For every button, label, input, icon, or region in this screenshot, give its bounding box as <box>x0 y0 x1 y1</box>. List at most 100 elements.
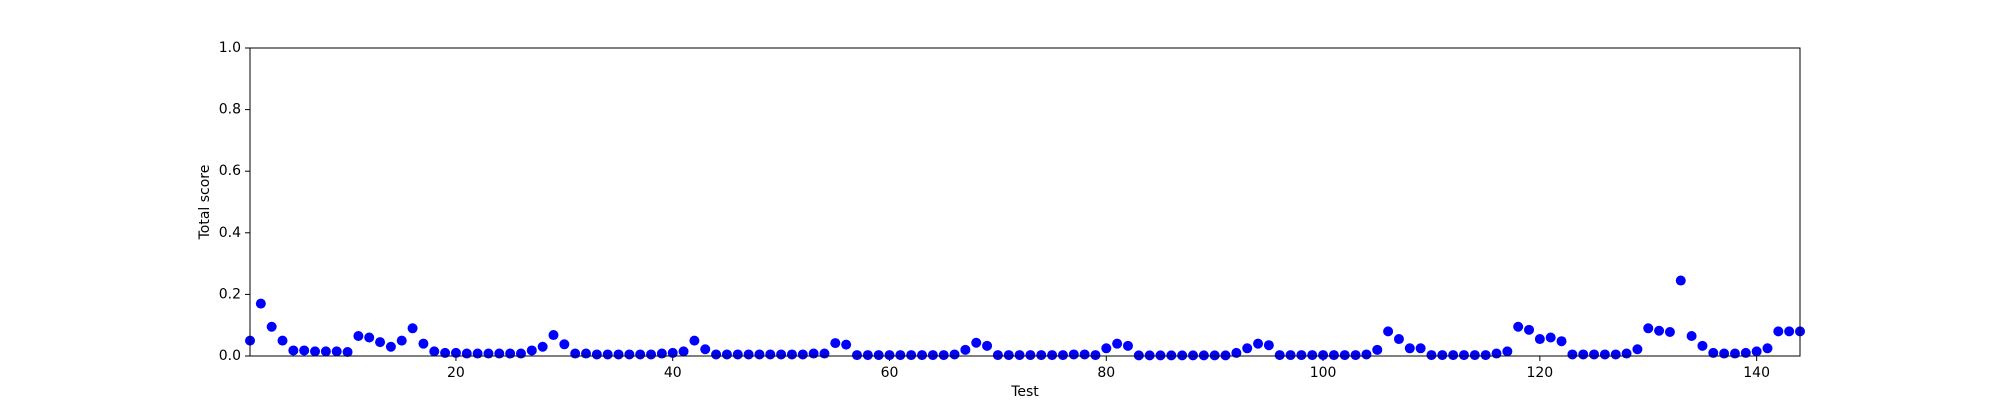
x-tick-label: 100 <box>1310 365 1337 381</box>
point <box>830 338 841 349</box>
point <box>678 346 689 357</box>
point <box>765 349 776 360</box>
point <box>786 349 797 360</box>
point <box>851 350 862 361</box>
point <box>613 349 624 360</box>
point <box>938 350 949 361</box>
point <box>1664 326 1675 337</box>
point <box>862 350 873 361</box>
point <box>1101 343 1112 354</box>
point <box>1448 350 1459 361</box>
x-tick-label: 20 <box>447 365 465 381</box>
point <box>396 335 407 346</box>
point <box>320 346 331 357</box>
point <box>1198 350 1209 361</box>
point <box>656 348 667 359</box>
point <box>1003 350 1014 361</box>
y-tick-label: 1.0 <box>219 40 241 56</box>
point <box>1458 350 1469 361</box>
point <box>310 346 321 357</box>
point <box>515 348 526 359</box>
point <box>1762 343 1773 354</box>
point <box>1036 350 1047 361</box>
point <box>1296 350 1307 361</box>
point <box>992 350 1003 361</box>
point <box>960 344 971 355</box>
point <box>1545 332 1556 343</box>
point <box>1773 326 1784 337</box>
point <box>635 349 646 360</box>
point <box>776 349 787 360</box>
point <box>277 335 288 346</box>
point <box>364 332 375 343</box>
point <box>667 347 678 358</box>
y-tick-label: 0.0 <box>219 348 241 364</box>
point <box>1188 350 1199 361</box>
point <box>1166 350 1177 361</box>
point <box>1578 349 1589 360</box>
point <box>873 350 884 361</box>
point <box>1469 350 1480 361</box>
point <box>1621 348 1632 359</box>
point <box>1686 330 1697 341</box>
point <box>429 346 440 357</box>
point <box>1144 350 1155 361</box>
point <box>472 348 483 359</box>
point <box>418 338 429 349</box>
point <box>1556 336 1567 347</box>
point <box>1426 350 1437 361</box>
point <box>505 348 516 359</box>
point <box>1339 350 1350 361</box>
point <box>1209 350 1220 361</box>
point <box>754 349 765 360</box>
point <box>1047 350 1058 361</box>
point <box>927 350 938 361</box>
point <box>1491 348 1502 359</box>
point <box>1274 350 1285 361</box>
point <box>483 348 494 359</box>
point <box>1079 349 1090 360</box>
point <box>906 350 917 361</box>
point <box>1729 348 1740 359</box>
point <box>1068 349 1079 360</box>
point <box>743 349 754 360</box>
point <box>375 337 386 348</box>
point <box>1220 350 1231 361</box>
point <box>971 337 982 348</box>
point <box>1318 350 1329 361</box>
x-tick-label: 60 <box>881 365 899 381</box>
point <box>1643 323 1654 334</box>
point <box>255 298 266 309</box>
point <box>353 330 364 341</box>
point <box>1350 350 1361 361</box>
point <box>1654 325 1665 336</box>
point <box>1697 340 1708 351</box>
point <box>1534 334 1545 345</box>
point <box>1155 350 1166 361</box>
point <box>1589 349 1600 360</box>
point <box>494 348 505 359</box>
x-tick-label: 120 <box>1526 365 1553 381</box>
point <box>1307 350 1318 361</box>
point <box>602 349 613 360</box>
point <box>440 347 451 358</box>
point <box>407 323 418 334</box>
point <box>1393 334 1404 345</box>
point <box>700 344 711 355</box>
point <box>1090 350 1101 361</box>
y-tick-label: 0.2 <box>219 286 241 302</box>
point <box>1014 350 1025 361</box>
point <box>1328 350 1339 361</box>
point <box>1112 338 1123 349</box>
x-tick-label: 80 <box>1097 365 1115 381</box>
point <box>624 349 635 360</box>
point <box>1415 343 1426 354</box>
x-tick-label: 40 <box>664 365 682 381</box>
point <box>385 341 396 352</box>
point <box>331 346 342 357</box>
point <box>1231 347 1242 358</box>
point <box>1524 324 1535 335</box>
point <box>1502 346 1513 357</box>
point <box>711 349 722 360</box>
